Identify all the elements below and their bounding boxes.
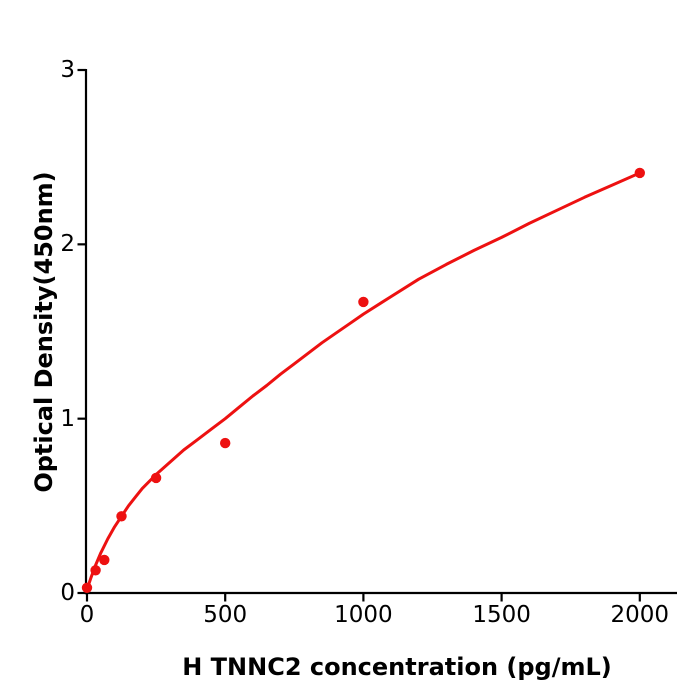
data-point	[99, 554, 110, 566]
x-tick-label: 2000	[610, 602, 670, 628]
y-tick-label: 3	[60, 57, 75, 83]
data-point	[220, 437, 231, 449]
data-point	[150, 472, 162, 484]
x-tick-label: 1500	[472, 602, 531, 628]
y-tick-label: 2	[60, 231, 75, 258]
data-point	[90, 565, 101, 576]
fit-curve-line	[85, 171, 642, 591]
data-point	[634, 167, 645, 179]
x-axis-title: H TNNC2 concentration (pg/mL)	[182, 653, 612, 681]
data-point	[116, 511, 127, 522]
data-point	[81, 582, 93, 593]
y-tick-label: 1	[60, 405, 75, 432]
y-tick-label: 0	[60, 580, 75, 606]
x-tick-label: 1000	[334, 602, 393, 628]
y-axis-title: Optical Density(450nm)	[30, 171, 58, 493]
data-point	[358, 296, 369, 308]
x-tick-label: 0	[79, 602, 95, 628]
x-tick-label: 500	[203, 602, 248, 628]
